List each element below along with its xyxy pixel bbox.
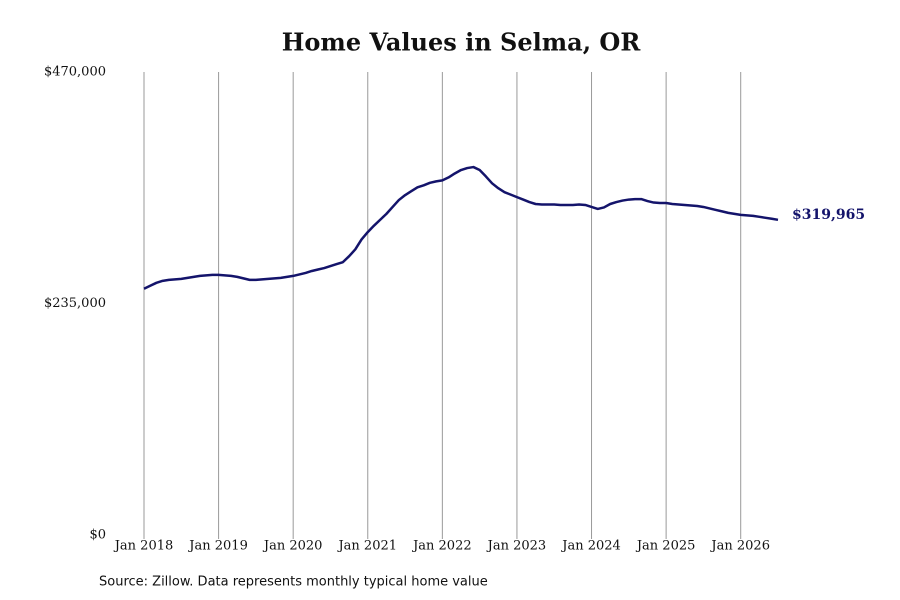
chart-title: Home Values in Selma, OR — [282, 28, 642, 57]
x-tick-label: Jan 2021 — [336, 539, 397, 554]
x-tick-label: Jan 2026 — [709, 539, 770, 554]
x-tick-label: Jan 2024 — [560, 539, 621, 554]
y-tick-label: $470,000 — [44, 65, 106, 80]
y-tick-label: $0 — [89, 528, 106, 543]
x-tick-label: Jan 2020 — [262, 539, 323, 554]
end-value-label: $319,965 — [792, 207, 865, 223]
x-tick-label: Jan 2025 — [635, 539, 696, 554]
y-tick-label: $235,000 — [44, 296, 106, 311]
x-tick-label: Jan 2019 — [187, 539, 248, 554]
x-tick-label: Jan 2022 — [411, 539, 472, 554]
line-series — [143, 165, 779, 290]
x-tick-label: Jan 2018 — [113, 539, 174, 554]
x-tick-label: Jan 2023 — [486, 539, 547, 554]
source-note: Source: Zillow. Data represents monthly … — [99, 575, 488, 590]
